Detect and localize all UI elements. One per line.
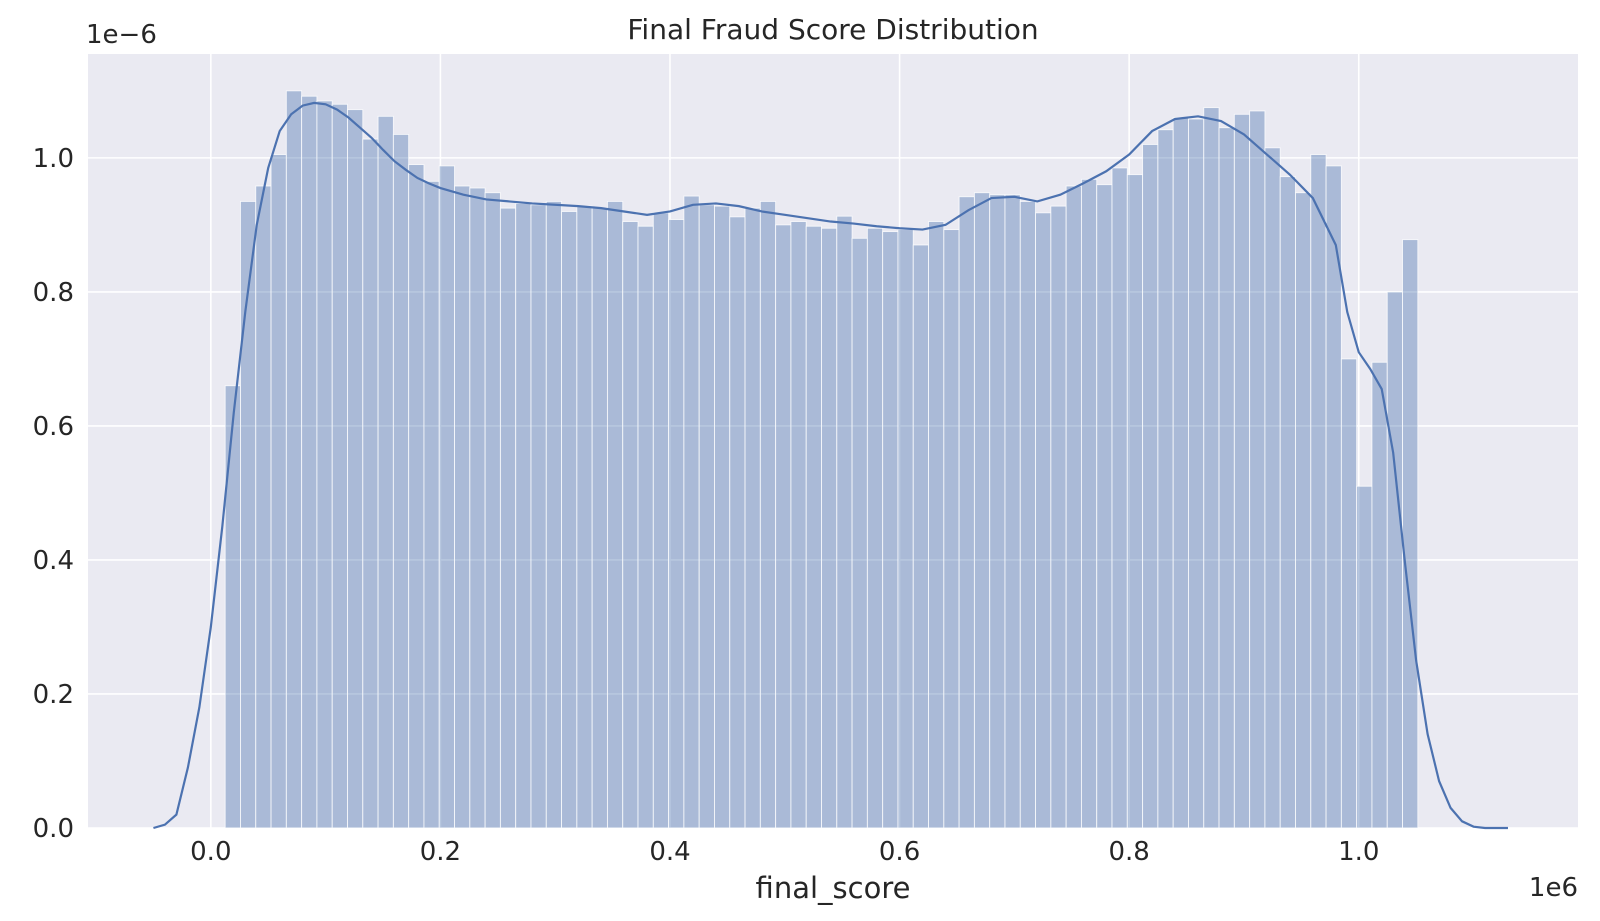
histogram-bar bbox=[515, 202, 532, 829]
x-tick-label: 0.2 bbox=[420, 837, 461, 867]
histogram-bar bbox=[943, 229, 960, 829]
histogram-bar bbox=[912, 244, 929, 829]
histogram-bar bbox=[729, 216, 746, 829]
histogram-bar bbox=[1310, 154, 1327, 829]
histogram-bar bbox=[1295, 192, 1312, 829]
histogram-bar bbox=[1279, 176, 1296, 829]
histogram-bar bbox=[576, 205, 593, 829]
histogram-bar bbox=[759, 200, 777, 829]
histogram-bar bbox=[255, 185, 272, 829]
histogram-bar bbox=[561, 211, 578, 829]
x-tick-label: 0.8 bbox=[1108, 837, 1149, 867]
histogram-bar bbox=[1340, 358, 1358, 829]
histogram-bar bbox=[1004, 194, 1021, 829]
histogram-bar bbox=[668, 219, 685, 829]
histogram-bar bbox=[897, 229, 914, 829]
histogram-bar bbox=[438, 165, 455, 829]
x-axis-label: final_score bbox=[756, 871, 911, 905]
histogram-bar bbox=[683, 195, 700, 829]
histogram-bar bbox=[1356, 485, 1373, 829]
histogram-bar bbox=[851, 237, 868, 829]
y-axis-offset-label: 1e−6 bbox=[86, 20, 157, 50]
histogram-bar bbox=[377, 115, 394, 829]
histogram-bar bbox=[499, 207, 517, 829]
histogram-bar bbox=[301, 95, 318, 829]
y-tick-label: 0.0 bbox=[33, 814, 74, 844]
histogram-bar bbox=[454, 185, 471, 829]
y-tick-label: 1.0 bbox=[33, 144, 74, 174]
histogram-bar bbox=[484, 192, 501, 829]
histogram-bar bbox=[714, 205, 731, 829]
histogram-bar bbox=[347, 109, 364, 829]
histogram-bar bbox=[1080, 178, 1098, 829]
histogram-bar bbox=[821, 227, 838, 829]
histogram-bar bbox=[606, 200, 624, 829]
histogram-bar bbox=[1172, 117, 1189, 829]
histogram-bar bbox=[1126, 174, 1144, 829]
histogram-bar bbox=[591, 207, 608, 829]
histogram-bar bbox=[1111, 167, 1128, 829]
histogram-bar bbox=[1142, 144, 1159, 829]
histogram-bar bbox=[316, 100, 333, 829]
histogram-bar bbox=[882, 231, 899, 829]
y-tick-label: 0.4 bbox=[33, 546, 74, 576]
histogram-bar bbox=[1019, 200, 1037, 829]
histogram-bar bbox=[1386, 291, 1403, 829]
histogram-bar bbox=[1188, 118, 1205, 829]
histogram-bar bbox=[1096, 184, 1113, 829]
x-tick-label: 0.6 bbox=[879, 837, 920, 867]
x-axis-offset-label: 1e6 bbox=[1529, 873, 1578, 903]
y-tick-label: 0.2 bbox=[33, 680, 74, 710]
x-tick-label: 1.0 bbox=[1338, 837, 1379, 867]
histogram-bar bbox=[362, 138, 379, 829]
histogram-bar bbox=[836, 215, 853, 829]
histogram-bar bbox=[408, 164, 425, 829]
x-tick-label: 0.0 bbox=[190, 837, 231, 867]
histogram-bar bbox=[545, 200, 563, 829]
histogram-bar bbox=[866, 227, 884, 829]
histogram-bar bbox=[469, 187, 486, 829]
histogram-bar bbox=[1035, 212, 1052, 829]
plot-area bbox=[88, 54, 1578, 828]
histogram-bar bbox=[775, 224, 792, 829]
histogram-bar bbox=[392, 133, 410, 829]
y-axis-ticks: 0.0 0.2 0.4 0.6 0.8 1.0 bbox=[33, 144, 74, 844]
histogram-bar bbox=[637, 225, 654, 829]
histogram-bar bbox=[530, 204, 547, 829]
histogram-bar bbox=[698, 204, 715, 829]
x-tick-label: 0.4 bbox=[649, 837, 690, 867]
histogram-bar bbox=[1203, 107, 1220, 829]
histogram-bar bbox=[1157, 129, 1174, 829]
histogram-bar bbox=[1233, 113, 1251, 829]
histogram-bar bbox=[989, 194, 1006, 829]
histogram-bar bbox=[744, 207, 761, 829]
histogram-bar bbox=[622, 221, 639, 829]
x-axis-ticks: 0.0 0.2 0.4 0.6 0.8 1.0 bbox=[190, 837, 1379, 867]
y-tick-label: 0.6 bbox=[33, 412, 74, 442]
chart-title: Final Fraud Score Distribution bbox=[627, 13, 1038, 46]
histogram-bar bbox=[1218, 127, 1235, 829]
histogram-bar bbox=[1371, 361, 1388, 829]
histogram-bar bbox=[270, 154, 287, 829]
histogram-bars bbox=[224, 90, 1419, 829]
histogram-bar bbox=[224, 385, 241, 829]
histogram-bar bbox=[1264, 147, 1281, 829]
kde-curve bbox=[153, 101, 1508, 830]
y-tick-label: 0.8 bbox=[33, 278, 74, 308]
histogram-bar bbox=[958, 196, 975, 829]
histogram-bar bbox=[652, 212, 670, 829]
histogram-bar bbox=[973, 192, 991, 829]
histogram-bar bbox=[805, 225, 822, 829]
histogram-bar bbox=[1065, 185, 1082, 829]
histogram-bar bbox=[285, 90, 303, 829]
histogram-bar bbox=[928, 221, 945, 829]
histogram-bar bbox=[790, 221, 807, 829]
histogram-bar bbox=[423, 180, 440, 829]
histogram-bar bbox=[331, 103, 348, 829]
histogram-bar bbox=[1249, 110, 1266, 829]
histogram-bar bbox=[1402, 239, 1419, 829]
histogram-bar bbox=[1050, 205, 1067, 829]
